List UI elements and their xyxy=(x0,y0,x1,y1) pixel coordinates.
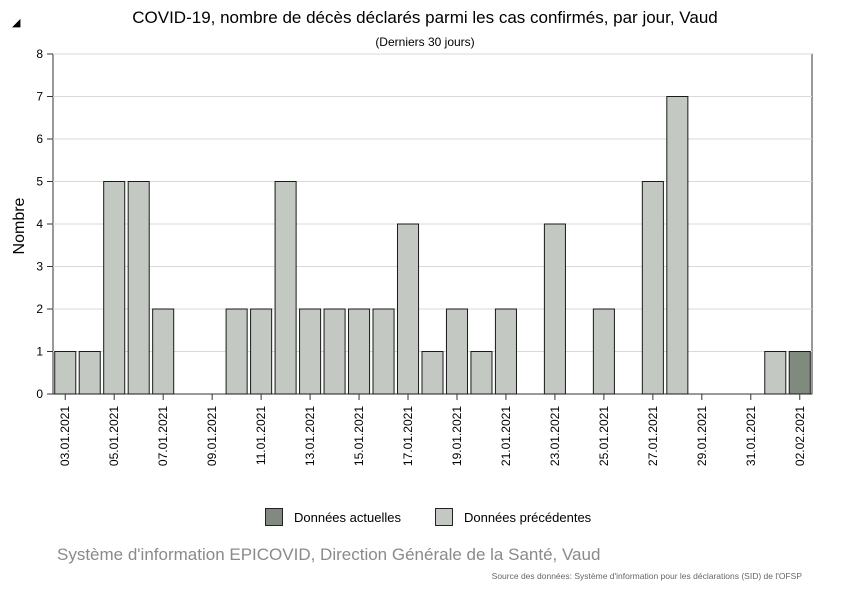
chart-title: COVID-19, nombre de décès déclarés parmi… xyxy=(132,8,718,27)
bar-27.01.2021 xyxy=(641,181,664,395)
y-tick-label: 5 xyxy=(36,175,43,189)
legend: Données actuelles Données précédentes xyxy=(265,508,591,526)
x-tick-label: 23.01.2021 xyxy=(548,406,562,466)
bar-20.01.2021 xyxy=(470,351,493,395)
x-axis: 03.01.2021 05.01.2021 07.01.2021 09.01.2021… xyxy=(58,394,807,466)
y-tick-label: 7 xyxy=(36,90,43,104)
bar-21.01.2021 xyxy=(494,308,517,395)
bar-04.01.2021 xyxy=(78,351,101,395)
bar-12.01.2021 xyxy=(274,181,297,395)
bar-16.01.2021 xyxy=(372,308,395,395)
bar-19.01.2021 xyxy=(445,308,469,395)
x-tick-label: 11.01.2021 xyxy=(254,406,268,465)
y-tick-label: 8 xyxy=(36,47,43,61)
x-tick-label: 29.01.2021 xyxy=(695,406,709,466)
bar-11.01.2021 xyxy=(250,308,273,395)
bar-05.01.2021 xyxy=(103,181,126,395)
bar-chart: 0 1 2 3 4 5 6 7 8 03.01.2021 05.01.2021 07.01.2021… xyxy=(11,47,813,466)
x-tick-label: 09.01.2021 xyxy=(205,406,219,466)
x-tick-label: 21.01.2021 xyxy=(499,406,513,466)
data-source-note: Source des données: Système d'informatio… xyxy=(491,571,802,581)
y-tick-label: 4 xyxy=(36,217,43,231)
y-tick-label: 0 xyxy=(36,387,43,401)
bars xyxy=(54,96,811,395)
bar-15.01.2021 xyxy=(348,308,371,395)
y-tick-label: 3 xyxy=(36,260,43,274)
bar-14.01.2021 xyxy=(323,308,346,395)
legend-label-previous: Données précédentes xyxy=(463,509,592,525)
y-tick-label: 2 xyxy=(36,302,43,316)
x-tick-label: 05.01.2021 xyxy=(107,406,121,466)
footer-attribution: Système d'information EPICOVID, Directio… xyxy=(57,545,601,564)
bar-06.01.2021 xyxy=(127,181,150,395)
bar-07.01.2021 xyxy=(152,308,175,395)
bar-02.02.2021 xyxy=(788,351,811,395)
legend-swatch-previous xyxy=(434,508,453,526)
bar-10.01.2021 xyxy=(225,308,248,395)
x-tick-label: 02.02.2021 xyxy=(793,406,807,466)
x-tick-label: 25.01.2021 xyxy=(597,406,611,466)
x-tick-label: 27.01.2021 xyxy=(646,406,660,466)
bar-13.01.2021 xyxy=(299,308,322,395)
bar-25.01.2021 xyxy=(592,308,615,395)
bar-18.01.2021 xyxy=(421,351,444,395)
bar-28.01.2021 xyxy=(666,96,689,395)
x-tick-label: 31.01.2021 xyxy=(744,406,758,466)
bar-01.02.2021 xyxy=(764,351,787,395)
y-tick-label: 6 xyxy=(36,132,43,146)
y-tick-label: 1 xyxy=(36,345,43,359)
bar-03.01.2021 xyxy=(54,351,77,395)
x-tick-label: 17.01.2021 xyxy=(401,406,415,466)
legend-swatch-current xyxy=(265,508,283,526)
x-tick-label: 13.01.2021 xyxy=(303,406,317,466)
x-tick-label: 19.01.2021 xyxy=(450,406,464,466)
chart-subtitle: (Derniers 30 jours) xyxy=(375,35,475,49)
y-axis-label: Nombre xyxy=(11,197,28,254)
y-axis: 0 1 2 3 4 5 6 7 8 xyxy=(36,47,53,401)
legend-label-current: Données actuelles xyxy=(294,509,401,525)
bar-17.01.2021 xyxy=(396,223,420,395)
bar-23.01.2021 xyxy=(543,223,566,395)
legend-item-current: Données actuelles xyxy=(265,508,401,526)
x-tick-label: 07.01.2021 xyxy=(156,406,170,466)
x-tick-label: 15.01.2021 xyxy=(352,406,366,466)
legend-item-previous: Données précédentes xyxy=(434,508,592,526)
x-tick-label: 03.01.2021 xyxy=(58,406,72,466)
arrow-cursor-icon: ◢ xyxy=(12,17,21,29)
